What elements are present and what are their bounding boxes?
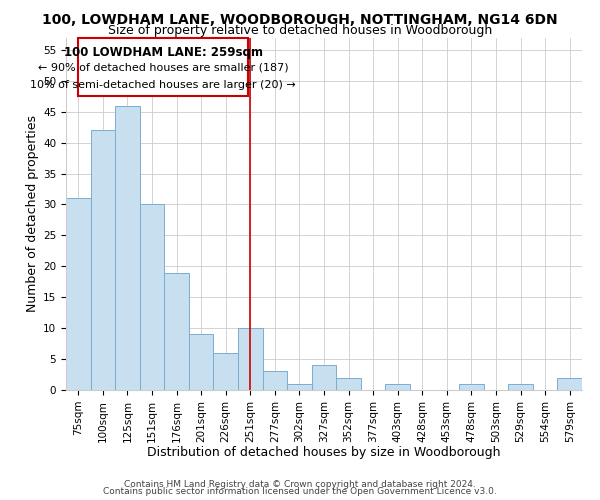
Bar <box>189 334 214 390</box>
Y-axis label: Number of detached properties: Number of detached properties <box>26 116 39 312</box>
Text: Contains HM Land Registry data © Crown copyright and database right 2024.: Contains HM Land Registry data © Crown c… <box>124 480 476 489</box>
Text: Size of property relative to detached houses in Woodborough: Size of property relative to detached ho… <box>108 24 492 37</box>
Bar <box>91 130 115 390</box>
X-axis label: Distribution of detached houses by size in Woodborough: Distribution of detached houses by size … <box>147 446 501 459</box>
Bar <box>336 378 361 390</box>
Bar <box>459 384 484 390</box>
Bar <box>263 372 287 390</box>
Bar <box>312 366 336 390</box>
Bar <box>66 198 91 390</box>
Text: 100 LOWDHAM LANE: 259sqm: 100 LOWDHAM LANE: 259sqm <box>64 46 263 59</box>
Text: 100, LOWDHAM LANE, WOODBOROUGH, NOTTINGHAM, NG14 6DN: 100, LOWDHAM LANE, WOODBOROUGH, NOTTINGH… <box>42 12 558 26</box>
Bar <box>508 384 533 390</box>
FancyBboxPatch shape <box>78 38 248 96</box>
Text: 10% of semi-detached houses are larger (20) →: 10% of semi-detached houses are larger (… <box>30 80 296 90</box>
Bar <box>238 328 263 390</box>
Text: ← 90% of detached houses are smaller (187): ← 90% of detached houses are smaller (18… <box>38 63 289 73</box>
Bar <box>557 378 582 390</box>
Bar <box>164 272 189 390</box>
Text: Contains public sector information licensed under the Open Government Licence v3: Contains public sector information licen… <box>103 488 497 496</box>
Bar <box>385 384 410 390</box>
Bar <box>287 384 312 390</box>
Bar <box>140 204 164 390</box>
Bar <box>214 353 238 390</box>
Bar <box>115 106 140 390</box>
